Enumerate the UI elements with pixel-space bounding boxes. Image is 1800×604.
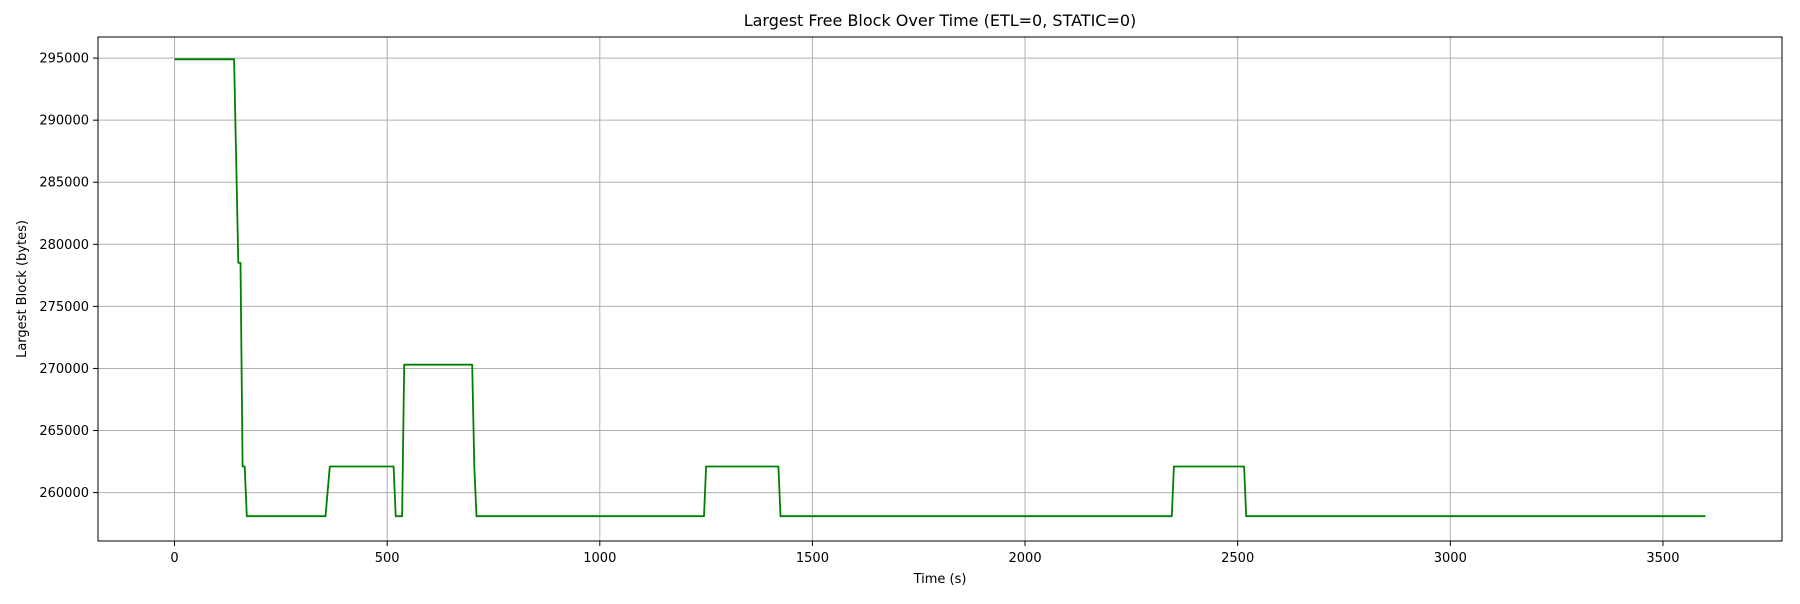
grid [98, 37, 1782, 541]
y-tick-label: 260000 [39, 486, 89, 501]
x-axis-label: Time (s) [913, 572, 967, 587]
y-tick-label: 265000 [39, 424, 89, 439]
y-tick-label: 270000 [39, 362, 89, 377]
y-tick-label: 295000 [39, 52, 89, 67]
y-tick-label: 280000 [39, 238, 89, 253]
y-tick-label: 285000 [39, 176, 89, 191]
y-tick-label: 290000 [39, 114, 89, 129]
series-layer [174, 58, 1706, 518]
x-tick-label: 500 [375, 551, 400, 566]
x-tick-label: 0 [170, 551, 178, 566]
x-tick-label: 1000 [583, 551, 616, 566]
y-tick-label: 275000 [39, 300, 89, 315]
x-tick-label: 3000 [1434, 551, 1467, 566]
x-tick-label: 1500 [796, 551, 829, 566]
ticks: 0 500 1000 1500 2000 2500 3000 3500 260000 265000… [39, 52, 1679, 566]
plot-frame [97, 36, 1783, 542]
series-line [174, 58, 1706, 518]
chart-title: Largest Free Block Over Time (ETL=0, STA… [744, 11, 1137, 30]
x-tick-label: 2000 [1009, 551, 1042, 566]
x-tick-label: 2500 [1221, 551, 1254, 566]
y-axis-label: Largest Block (bytes) [15, 220, 30, 358]
x-tick-label: 3500 [1646, 551, 1679, 566]
